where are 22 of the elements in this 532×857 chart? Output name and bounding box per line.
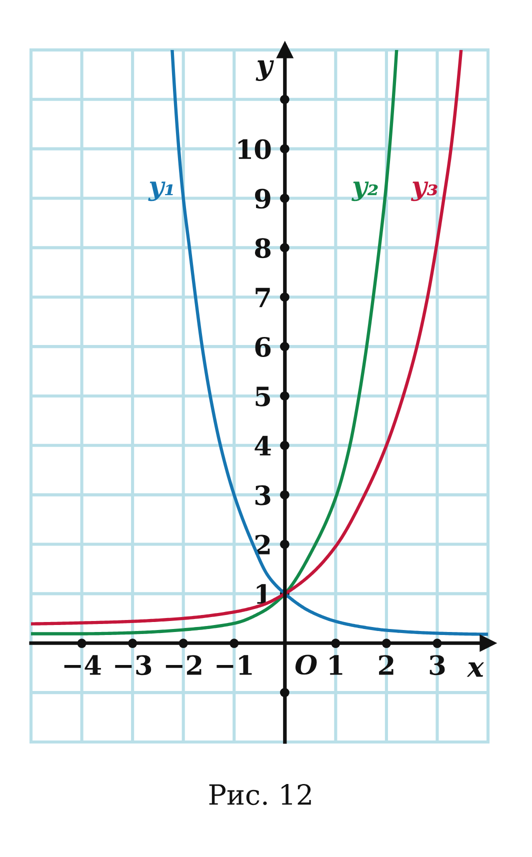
y-tick-label: 3 <box>255 485 270 506</box>
x-tick-label: 3 <box>430 655 445 676</box>
x-tick-label: −2 <box>166 655 202 675</box>
x-tick-label: −3 <box>115 655 152 676</box>
series-label: y₂ <box>352 182 378 202</box>
y-tick-label: 9 <box>255 188 270 209</box>
x-axis-title: x <box>466 662 484 677</box>
y-tick-label: 5 <box>256 386 270 406</box>
y-tick-label: 10 <box>238 139 271 160</box>
series-label: y₃ <box>410 182 438 202</box>
series-label: y₁ <box>148 182 173 202</box>
x-tick-label: 2 <box>379 655 394 675</box>
y-tick-label: 8 <box>254 238 271 258</box>
text: Рис. 12 <box>209 784 311 806</box>
annotation: O <box>295 654 317 675</box>
x-tick-label: −4 <box>64 655 101 675</box>
y-axis-title: y <box>256 60 274 82</box>
y-tick-label: 7 <box>256 288 270 308</box>
y-tick-label: 4 <box>254 436 271 456</box>
x-tick-label: 1 <box>330 655 342 675</box>
y-tick-label: 6 <box>255 336 271 357</box>
x-tick-label: −1 <box>216 655 252 675</box>
